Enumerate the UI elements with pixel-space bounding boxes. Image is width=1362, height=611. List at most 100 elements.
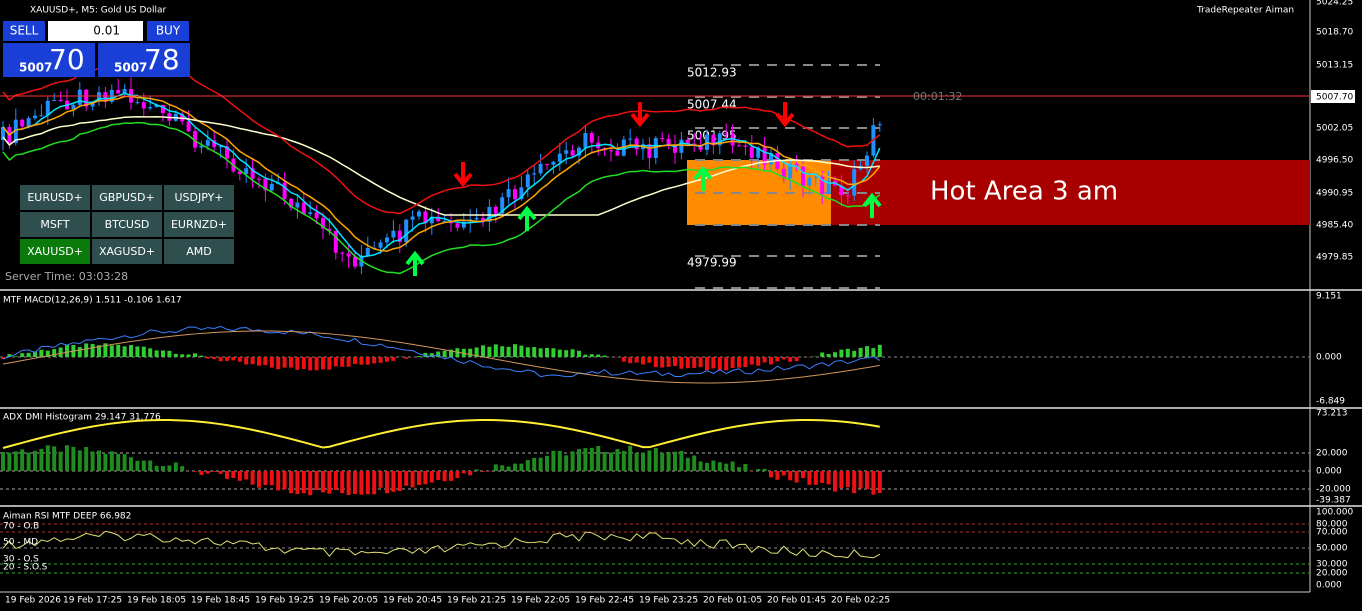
adx-bar [218,471,223,474]
adx-bar [109,451,114,471]
price-tick: 5018.70 [1316,28,1353,38]
adx-bar [353,471,357,495]
sell-button[interactable] [3,21,45,41]
macd-bar [135,346,140,357]
candle-body [749,146,754,158]
chart-symbol: XAUUSD+, M5: Gold US Dollar [30,6,166,16]
ask-box[interactable] [98,43,190,77]
candle-body [385,237,389,243]
adx-bar [314,471,319,491]
macd-bar [7,354,12,357]
candle-body [244,168,249,175]
macd-bar [717,357,722,371]
signal-arrow [630,102,650,128]
adx-bar [365,471,370,495]
macd-tick: 9.151 [1316,292,1342,302]
price-tick: 4990.95 [1316,189,1353,199]
adx-bar [775,471,780,480]
adx-bar [500,465,505,471]
bid-price-small: 70 [49,43,85,76]
price-tick: 5013.15 [1316,61,1353,71]
symbol-button[interactable] [20,212,90,237]
rsi-level-label: 20 - S.O.S [3,563,48,573]
macd-bar [519,345,524,357]
candle-body [724,133,729,135]
adx-bar [20,449,25,471]
candle-body [481,217,485,222]
candle-body [493,206,498,214]
macd-bar [653,357,658,368]
candle-body [538,163,543,174]
candle-body [513,189,517,200]
adx-bar [429,471,434,483]
bid-box[interactable] [3,43,95,77]
candle-body [13,119,18,144]
adx-bar [397,471,402,491]
candle-body [743,145,748,147]
candle-body [506,189,511,198]
macd-bar [39,349,44,357]
macd-bar [621,357,626,362]
symbol-button[interactable] [164,239,234,264]
adx-bar [865,471,869,490]
symbol-button[interactable] [92,185,162,210]
macd-bar [52,349,57,357]
adx-bar [839,471,844,489]
adx-bar [33,450,37,471]
symbol-button[interactable] [20,239,90,264]
signal-line [2,330,880,384]
adx-bar [692,455,697,471]
candle-body [103,92,108,102]
adx-bar [225,471,229,479]
candle-body [391,230,396,238]
symbol-button[interactable] [20,185,90,210]
macd-bar [666,357,671,367]
macd-bar [647,357,652,363]
candle-body [711,134,716,146]
macd-bar [839,349,844,357]
adx-bar [564,455,569,471]
macd-bar [551,348,556,357]
adx-bar [551,450,556,471]
macd-bar [538,348,543,357]
level-label: 4979.99 [687,256,737,270]
adx-bar [801,471,805,479]
adx-bar [737,467,741,471]
symbol-label: EURNZD+ [171,218,227,231]
buy-button[interactable] [147,21,189,41]
adx-bar [84,446,89,471]
candle-body [717,133,722,146]
symbol-button[interactable] [164,185,234,210]
macd-bar [762,357,767,363]
macd-bar [1,357,5,359]
ask-price-big: 5007 [114,61,147,75]
candle-body [769,153,773,165]
symbol-button[interactable] [164,212,234,237]
adx-bar [148,460,153,471]
candle-body [865,155,869,166]
macd-bar [545,347,549,357]
macd-bar [756,357,761,366]
candle-body [97,92,101,102]
candle-body [756,147,761,158]
macd-bar [826,353,831,357]
adx-bar [295,471,300,495]
adx-bar [301,471,306,494]
candle-body [212,140,217,148]
time-tick: 19 Feb 21:25 [447,596,506,606]
macd-bar [225,357,229,361]
lot-input[interactable] [48,21,143,41]
adx-bar [129,457,133,471]
macd-bar [269,357,274,368]
adx-bar [557,450,562,471]
symbol-button[interactable] [92,212,162,237]
adx-bar [442,471,447,482]
candle-body [519,187,524,200]
candle-body [794,163,799,167]
macd-bar [525,347,530,357]
candle-body [429,216,434,224]
macd-bar [58,347,63,357]
symbol-button[interactable] [92,239,162,264]
symbol-label: XAGUSD+ [99,245,155,258]
adx-bar [116,453,121,471]
